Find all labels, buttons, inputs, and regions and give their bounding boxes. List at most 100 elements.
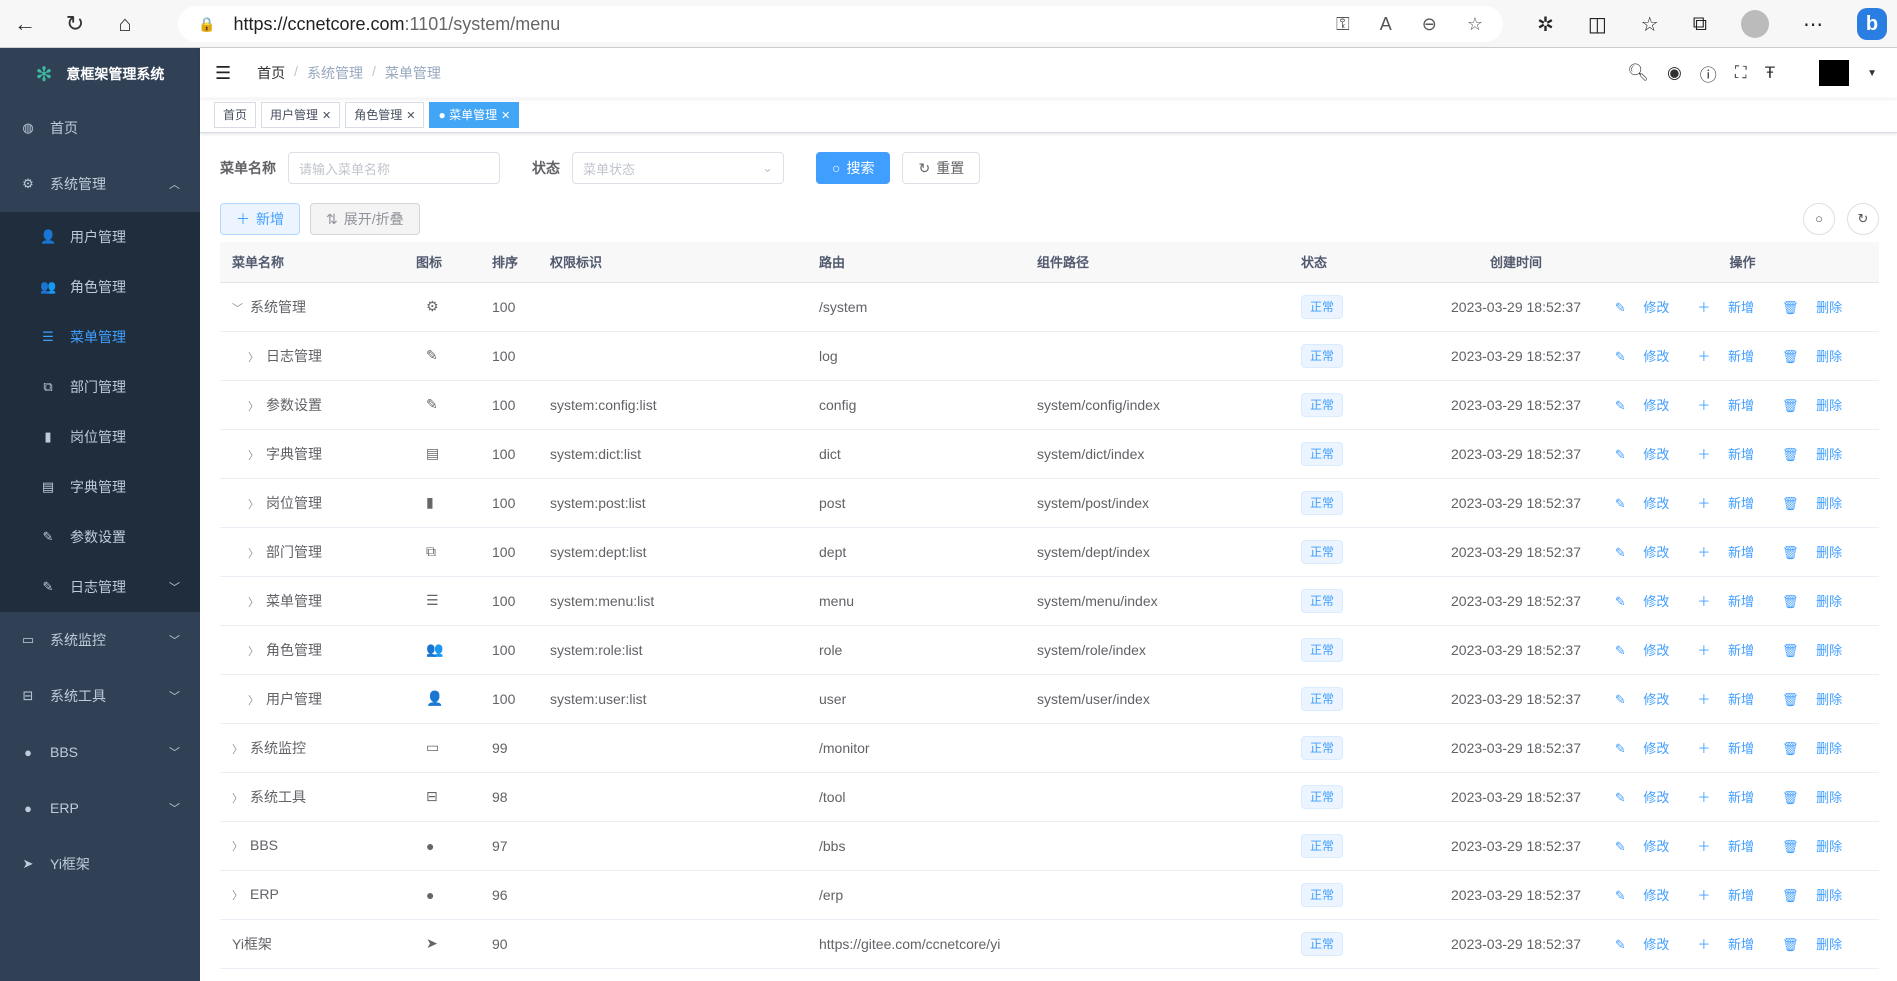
add-button[interactable]: ＋ 新增 [1697, 937, 1768, 952]
search-icon[interactable]: 🔍︎ [1627, 63, 1649, 82]
edit-button[interactable]: ✎ 修改 [1615, 741, 1684, 756]
user-avatar[interactable] [1819, 60, 1850, 86]
chevron-down-icon[interactable]: ﹀ [232, 302, 243, 315]
close-icon[interactable]: ✕ [501, 110, 511, 122]
toggle-search-button[interactable]: ○ [1803, 203, 1835, 235]
chevron-right-icon[interactable]: 〉 [248, 449, 259, 462]
sidebar-item[interactable]: ☰ 菜单管理 [0, 312, 200, 362]
edit-button[interactable]: ✎ 修改 [1615, 545, 1684, 560]
delete-button[interactable]: 🗑︎ 删除 [1782, 888, 1856, 903]
more-icon[interactable]: ⋯ [1803, 13, 1823, 36]
zoom-out-icon[interactable]: ⊖ [1421, 13, 1437, 34]
profile-avatar[interactable] [1741, 10, 1769, 38]
sidebar-item[interactable]: ➤ Yi框架 [0, 836, 200, 892]
tab-1[interactable]: 用户管理 ✕ [261, 102, 341, 128]
sidebar-item[interactable]: ⧉ 部门管理 [0, 362, 200, 412]
chevron-right-icon[interactable]: 〉 [232, 890, 243, 902]
sidebar-item[interactable]: ✎ 日志管理 ﹀ [0, 562, 200, 612]
sidebar-item[interactable]: ▤ 字典管理 [0, 462, 200, 512]
sidebar-item[interactable]: ✎ 参数设置 [0, 512, 200, 562]
caret-down-icon[interactable]: ▼ [1867, 67, 1877, 79]
chevron-right-icon[interactable]: 〉 [232, 841, 243, 853]
add-button[interactable]: ＋ 新增 [1697, 888, 1768, 903]
reset-button[interactable]: ↻ 重置 [902, 152, 981, 184]
tab-0[interactable]: 首页 [214, 102, 257, 128]
add-button[interactable]: ＋ 新增 [1697, 790, 1768, 805]
key-icon[interactable]: ⚿ [1336, 13, 1350, 34]
refresh-button[interactable]: ↻ [1847, 203, 1879, 235]
extensions-icon[interactable]: ✲ [1537, 13, 1554, 36]
chevron-right-icon[interactable]: 〉 [248, 596, 259, 609]
edit-button[interactable]: ✎ 修改 [1615, 594, 1684, 609]
chevron-right-icon[interactable]: 〉 [248, 645, 259, 658]
edit-button[interactable]: ✎ 修改 [1615, 790, 1684, 805]
edit-button[interactable]: ✎ 修改 [1615, 300, 1684, 315]
back-icon[interactable]: ← [14, 10, 36, 36]
edit-button[interactable]: ✎ 修改 [1615, 839, 1684, 854]
add-button[interactable]: ＋ 新增 [1697, 447, 1768, 462]
sidebar-item[interactable]: ▮ 岗位管理 [0, 412, 200, 462]
chevron-right-icon[interactable]: 〉 [248, 498, 259, 511]
collections-icon[interactable]: ⧉ [1692, 12, 1707, 35]
delete-button[interactable]: 🗑︎ 删除 [1782, 300, 1856, 315]
edit-button[interactable]: ✎ 修改 [1615, 398, 1684, 413]
sidebar-item[interactable]: ● BBS ﹀ [0, 724, 200, 780]
delete-button[interactable]: 🗑︎ 删除 [1782, 545, 1856, 560]
edit-button[interactable]: ✎ 修改 [1615, 937, 1684, 952]
sidebar-item[interactable]: 👥 角色管理 [0, 262, 200, 312]
chevron-right-icon[interactable]: 〉 [248, 351, 259, 364]
add-button[interactable]: ＋ 新增 [1697, 594, 1768, 609]
add-button[interactable]: ＋ 新增 [1697, 545, 1768, 560]
fullscreen-icon[interactable]: ⛶ [1734, 63, 1747, 82]
sidebar-logo[interactable]: ✻ 意框架管理系统 [0, 48, 200, 100]
close-icon[interactable]: ✕ [406, 110, 416, 122]
add-button[interactable]: ＋ 新增 [1697, 643, 1768, 658]
delete-button[interactable]: 🗑︎ 删除 [1782, 594, 1856, 609]
delete-button[interactable]: 🗑︎ 删除 [1782, 496, 1856, 511]
delete-button[interactable]: 🗑︎ 删除 [1782, 398, 1856, 413]
tab-2[interactable]: 角色管理 ✕ [345, 102, 425, 128]
search-button[interactable]: ○ 搜索 [816, 152, 891, 184]
edit-button[interactable]: ✎ 修改 [1615, 888, 1684, 903]
add-button[interactable]: ＋ 新增 [1697, 496, 1768, 511]
edit-button[interactable]: ✎ 修改 [1615, 692, 1684, 707]
menu-name-input[interactable]: 请输入菜单名称 [288, 152, 500, 184]
help-icon[interactable]: ⓘ [1699, 65, 1717, 85]
delete-button[interactable]: 🗑︎ 删除 [1782, 643, 1856, 658]
tab-3[interactable]: ● 菜单管理 ✕ [429, 102, 520, 128]
sidebar-item[interactable]: ● ERP ﹀ [0, 780, 200, 836]
font-size-icon[interactable]: Ŧ [1764, 63, 1776, 82]
hamburger-icon[interactable]: ☰ [215, 62, 232, 83]
edit-button[interactable]: ✎ 修改 [1615, 349, 1684, 364]
close-icon[interactable]: ✕ [322, 110, 332, 122]
chevron-right-icon[interactable]: 〉 [248, 547, 259, 560]
reload-icon[interactable]: ↻ [65, 10, 85, 36]
add-button[interactable]: ＋ 新增 [1697, 398, 1768, 413]
delete-button[interactable]: 🗑︎ 删除 [1782, 447, 1856, 462]
sidebar-item[interactable]: ⚙ 系统管理 ︿ [0, 156, 200, 212]
delete-button[interactable]: 🗑︎ 删除 [1782, 790, 1856, 805]
sidebar-item[interactable]: 👤 用户管理 [0, 212, 200, 262]
split-screen-icon[interactable]: ◫ [1587, 13, 1607, 36]
expand-collapse-button[interactable]: ⇅ 展开/折叠 [310, 203, 420, 235]
add-button[interactable]: ＋ 新增 [1697, 692, 1768, 707]
sidebar-item[interactable]: ▭ 系统监控 ﹀ [0, 612, 200, 668]
add-button[interactable]: ＋ 新增 [1697, 300, 1768, 315]
delete-button[interactable]: 🗑︎ 删除 [1782, 692, 1856, 707]
delete-button[interactable]: 🗑︎ 删除 [1782, 937, 1856, 952]
add-button[interactable]: ＋ 新增 [220, 203, 300, 235]
edit-button[interactable]: ✎ 修改 [1615, 447, 1684, 462]
delete-button[interactable]: 🗑︎ 删除 [1782, 741, 1856, 756]
chevron-right-icon[interactable]: 〉 [232, 792, 243, 805]
edit-button[interactable]: ✎ 修改 [1615, 643, 1684, 658]
github-icon[interactable]: ◉ [1666, 63, 1682, 82]
favorites-icon[interactable]: ☆ [1640, 13, 1659, 36]
add-button[interactable]: ＋ 新增 [1697, 349, 1768, 364]
status-select[interactable]: 菜单状态 ⌄ [572, 152, 784, 184]
sidebar-item[interactable]: ◍ 首页 [0, 100, 200, 156]
edit-button[interactable]: ✎ 修改 [1615, 496, 1684, 511]
delete-button[interactable]: 🗑︎ 删除 [1782, 349, 1856, 364]
home-icon[interactable]: ⌂ [118, 10, 132, 36]
add-button[interactable]: ＋ 新增 [1697, 741, 1768, 756]
address-bar[interactable]: 🔒 https://ccnetcore.com:1101/system/menu… [178, 6, 1503, 42]
